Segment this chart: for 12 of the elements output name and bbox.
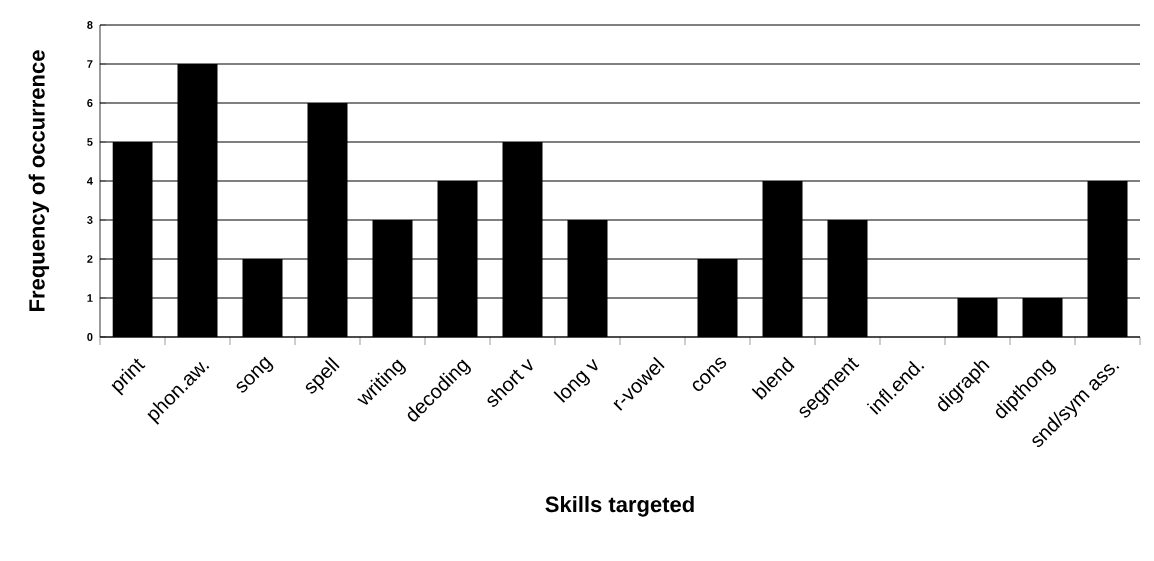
y-tick-label: 1 bbox=[87, 294, 93, 302]
x-axis-title: Skills targeted bbox=[545, 496, 694, 517]
y-axis-title: Frequency of occurrence bbox=[28, 50, 50, 311]
y-tick-label: 0 bbox=[87, 333, 93, 341]
y-tick-label: 6 bbox=[87, 99, 93, 107]
y-tick-label: 8 bbox=[87, 21, 93, 29]
y-tick-label: 7 bbox=[87, 60, 93, 68]
y-tick-label: 4 bbox=[86, 177, 93, 185]
y-tick-label: 3 bbox=[87, 216, 93, 224]
y-tick-label: 5 bbox=[87, 138, 93, 146]
x-tick-label: long v bbox=[553, 358, 598, 403]
y-tick-label: 2 bbox=[87, 255, 93, 263]
